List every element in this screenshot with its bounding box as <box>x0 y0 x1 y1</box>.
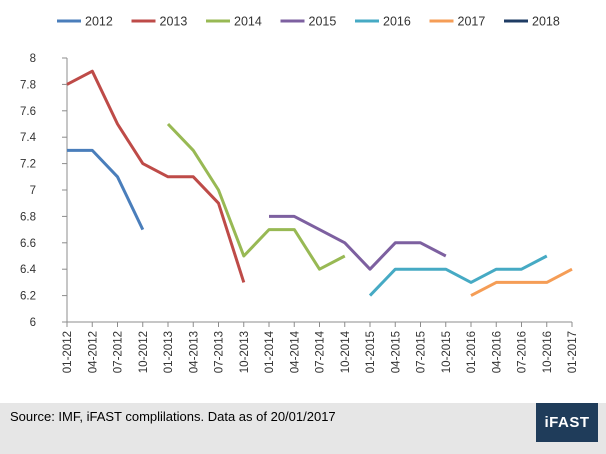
y-tick-label: 6 <box>30 317 36 329</box>
x-tick-label: 10-2012 <box>138 331 150 373</box>
y-tick-label: 6.2 <box>20 291 36 303</box>
series-line-2016 <box>368 254 548 297</box>
y-tick-label: 7.8 <box>20 79 36 91</box>
x-tick-label: 07-2014 <box>315 330 327 373</box>
footer: Source: IMF, iFAST complilations. Data a… <box>0 403 606 454</box>
x-tick-label: 04-2012 <box>87 331 99 373</box>
x-tick-label: 04-2016 <box>491 331 503 373</box>
series-line-2015 <box>269 214 447 271</box>
x-tick-label: 10-2015 <box>441 331 453 373</box>
x-tick-label: 04-2014 <box>289 330 301 373</box>
source-note: Source: IMF, iFAST complilations. Data a… <box>10 409 336 424</box>
legend-label-2012: 2012 <box>85 15 113 29</box>
y-tick-label: 8 <box>30 53 36 65</box>
y-tick-label: 6.8 <box>20 211 36 223</box>
x-tick-label: 07-2012 <box>113 331 125 373</box>
ifast-logo: iFAST <box>536 403 598 442</box>
legend-label-2015: 2015 <box>309 15 337 29</box>
y-tick-label: 7.4 <box>20 132 37 144</box>
series-line-2017 <box>470 267 573 297</box>
x-tick-label: 01-2013 <box>163 331 175 373</box>
x-tick-label: 07-2015 <box>416 331 428 373</box>
y-tick-label: 7 <box>30 185 36 197</box>
y-tick-label: 7.2 <box>20 159 36 171</box>
legend-label-2016: 2016 <box>383 15 411 29</box>
x-tick-label: 10-2016 <box>542 331 554 373</box>
legend-label-2013: 2013 <box>160 15 188 29</box>
x-tick-label: 01-2012 <box>62 331 74 373</box>
y-tick-label: 6.4 <box>20 264 37 276</box>
x-tick-label: 01-2017 <box>567 331 579 373</box>
y-tick-label: 6.6 <box>20 238 36 250</box>
x-tick-label: 04-2013 <box>188 331 200 373</box>
x-tick-label: 10-2013 <box>239 331 251 373</box>
x-tick-label: 01-2014 <box>264 330 276 373</box>
legend-label-2018: 2018 <box>532 15 560 29</box>
series-line-2014 <box>166 122 346 271</box>
x-tick-label: 07-2016 <box>517 331 529 373</box>
legend-label-2014: 2014 <box>234 15 262 29</box>
series-line-2012 <box>67 148 145 231</box>
chart-svg: 6 6.2 6.4 6.6 6.8 7 7.2 7.4 7.6 7.8 8 01-2012 04-201… <box>20 15 579 374</box>
y-tick-label: 7.6 <box>20 106 36 118</box>
x-tick-label: 01-2016 <box>466 331 478 373</box>
series-line-2013 <box>66 69 246 283</box>
x-tick-label: 01-2015 <box>365 331 377 373</box>
x-tick-label: 07-2013 <box>214 331 226 373</box>
legend-label-2017: 2017 <box>458 15 486 29</box>
x-tick-label: 04-2015 <box>390 331 402 373</box>
x-tick-label: 10-2014 <box>340 330 352 373</box>
line-chart: 6 6.2 6.4 6.6 6.8 7 7.2 7.4 7.6 7.8 8 01-2012 04-201… <box>20 15 579 374</box>
